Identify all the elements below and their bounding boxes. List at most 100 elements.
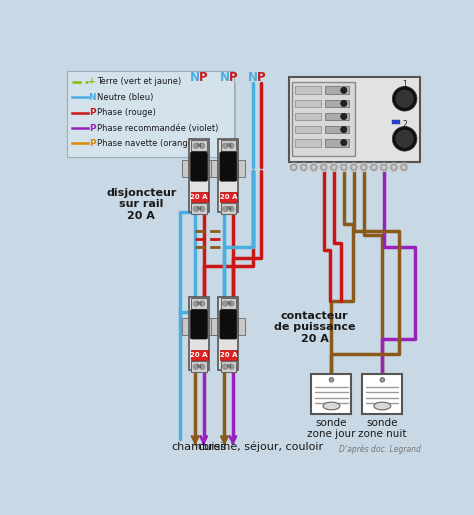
Text: contacteur
de puissance
20 A: contacteur de puissance 20 A: [274, 311, 356, 344]
Text: P: P: [89, 108, 95, 117]
Circle shape: [380, 163, 388, 171]
Text: Terre (vert et jaune): Terre (vert et jaune): [97, 77, 182, 87]
Circle shape: [222, 143, 228, 148]
Text: N: N: [197, 207, 201, 211]
Bar: [191, 298, 207, 309]
Bar: [311, 374, 352, 414]
Text: 1: 1: [402, 80, 407, 90]
Circle shape: [311, 165, 316, 169]
Bar: [191, 350, 208, 360]
Text: disjoncteur
sur rail
20 A: disjoncteur sur rail 20 A: [106, 187, 176, 221]
Bar: [295, 113, 321, 121]
Text: sonde
zone jour: sonde zone jour: [307, 418, 356, 439]
Text: 20 A: 20 A: [219, 194, 237, 200]
Circle shape: [193, 206, 199, 212]
Circle shape: [222, 206, 228, 212]
Circle shape: [396, 130, 413, 147]
Circle shape: [319, 163, 328, 171]
Circle shape: [341, 87, 347, 93]
Text: 2: 2: [402, 121, 407, 129]
Bar: [219, 139, 238, 212]
Bar: [220, 350, 237, 360]
Circle shape: [372, 165, 376, 169]
Circle shape: [329, 163, 338, 171]
Circle shape: [200, 143, 205, 148]
Text: Phase recommandée (violet): Phase recommandée (violet): [97, 124, 219, 132]
Bar: [191, 192, 208, 202]
Circle shape: [193, 143, 199, 148]
Bar: [392, 119, 400, 124]
FancyBboxPatch shape: [191, 310, 208, 339]
Bar: [220, 203, 236, 214]
Bar: [220, 141, 236, 151]
Bar: [191, 362, 207, 372]
Bar: [219, 297, 238, 370]
Circle shape: [228, 206, 234, 212]
Text: N: N: [226, 143, 231, 148]
Circle shape: [222, 364, 228, 369]
Circle shape: [362, 165, 366, 169]
Circle shape: [290, 163, 298, 171]
Bar: [237, 160, 245, 177]
Text: chambres: chambres: [172, 442, 227, 452]
Bar: [295, 99, 321, 107]
Circle shape: [228, 364, 234, 369]
Circle shape: [352, 165, 356, 169]
Circle shape: [341, 165, 346, 169]
Circle shape: [401, 165, 406, 169]
Text: N: N: [190, 71, 200, 84]
Ellipse shape: [374, 402, 391, 410]
Text: P: P: [257, 71, 266, 84]
Text: 20 A: 20 A: [190, 352, 208, 358]
Text: Neutre (bleu): Neutre (bleu): [97, 93, 154, 102]
Circle shape: [200, 206, 205, 212]
Bar: [182, 318, 190, 335]
Bar: [362, 374, 402, 414]
Bar: [189, 297, 209, 370]
Circle shape: [331, 165, 336, 169]
Text: N: N: [248, 71, 258, 84]
Text: N: N: [197, 301, 201, 306]
Text: N: N: [226, 364, 231, 369]
Circle shape: [341, 113, 347, 119]
Circle shape: [380, 377, 384, 382]
Text: N: N: [197, 143, 201, 148]
Text: +: +: [88, 77, 96, 87]
Circle shape: [321, 165, 326, 169]
FancyBboxPatch shape: [220, 152, 237, 181]
Bar: [191, 203, 207, 214]
Bar: [208, 160, 216, 177]
Bar: [191, 141, 207, 151]
Bar: [325, 113, 349, 121]
Bar: [325, 139, 349, 146]
Circle shape: [400, 163, 408, 171]
Circle shape: [292, 165, 296, 169]
Circle shape: [310, 163, 318, 171]
Bar: [325, 87, 349, 94]
Circle shape: [370, 163, 378, 171]
Bar: [220, 192, 237, 202]
Text: N: N: [219, 71, 229, 84]
Circle shape: [222, 301, 228, 306]
Circle shape: [341, 127, 347, 133]
Text: N: N: [88, 93, 96, 102]
Circle shape: [193, 364, 199, 369]
Text: 20 A: 20 A: [190, 194, 208, 200]
Text: N: N: [226, 301, 231, 306]
Circle shape: [360, 163, 368, 171]
Text: D’après doc. Legrand: D’après doc. Legrand: [339, 445, 421, 455]
Bar: [325, 99, 349, 107]
Bar: [220, 298, 236, 309]
Bar: [292, 82, 356, 156]
Circle shape: [329, 377, 334, 382]
Circle shape: [392, 87, 417, 111]
Circle shape: [349, 163, 358, 171]
Bar: [289, 77, 420, 162]
Circle shape: [228, 301, 234, 306]
Text: 20 A: 20 A: [219, 352, 237, 358]
Circle shape: [390, 163, 398, 171]
Text: sonde
zone nuit: sonde zone nuit: [358, 418, 407, 439]
Circle shape: [392, 127, 417, 151]
Circle shape: [382, 165, 386, 169]
Circle shape: [341, 140, 347, 146]
